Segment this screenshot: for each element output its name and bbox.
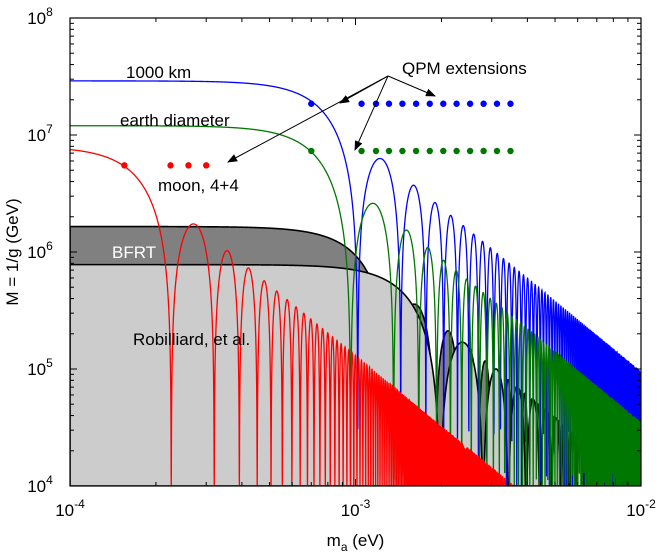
qpm-point (399, 147, 406, 155)
qpm-point (480, 100, 487, 107)
qpm-point (507, 147, 514, 155)
y-tick-label: 104 (27, 473, 53, 496)
qpm-point (121, 162, 128, 169)
qpm-point (385, 147, 393, 155)
qpm-point (493, 147, 501, 155)
series-label: earth diameter (120, 111, 230, 130)
qpm-point (426, 100, 433, 107)
qpm-point (466, 100, 474, 107)
qpm-point (466, 147, 474, 155)
annotation-arrow (387, 75, 436, 97)
x-tick-label: 10-4 (55, 497, 85, 520)
qpm-point (493, 100, 501, 107)
series-line-0 (70, 80, 641, 486)
series-line-1 (70, 125, 641, 486)
y-tick-label: 105 (27, 356, 53, 379)
qpm-point (480, 147, 487, 155)
annotation-qpm: QPM extensions (402, 59, 527, 78)
qpm-point (372, 147, 380, 155)
qpm-point (440, 100, 447, 107)
qpm-point (426, 147, 433, 155)
y-tick-label: 108 (27, 5, 53, 28)
qpm-point (412, 100, 420, 107)
x-tick-label: 10-2 (626, 497, 656, 520)
y-tick-label: 107 (27, 122, 53, 145)
qpm-point (399, 100, 406, 107)
qpm-point (412, 147, 420, 155)
qpm-point (385, 100, 393, 107)
region-label: BFRT (112, 243, 156, 262)
x-tick-label: 10-3 (341, 497, 371, 520)
annotation-arrow (227, 75, 389, 163)
labels: 10-4 10-3 10-2 104 105 106 107 108 ma (eV) M = 1/… (3, 5, 656, 554)
qpm-point (358, 100, 365, 107)
annotation-arrow (354, 75, 389, 151)
axes (69, 17, 642, 487)
plot-area (70, 80, 641, 486)
series-label: moon, 4+4 (158, 176, 239, 195)
x-axis-label: ma (eV) (327, 531, 385, 554)
qpm-point (185, 162, 192, 169)
y-tick-label: 106 (27, 239, 53, 262)
region-label: Robilliard, et al. (133, 330, 250, 349)
qpm-point (453, 100, 460, 107)
series-line-2 (70, 148, 641, 486)
qpm-point (167, 162, 174, 169)
series-label: 1000 km (126, 63, 191, 82)
y-axis-label: M = 1/g (GeV) (3, 198, 22, 305)
qpm-point (453, 147, 460, 155)
qpm-point (308, 147, 315, 155)
qpm-point (358, 147, 365, 155)
qpm-point (507, 100, 514, 107)
qpm-point (440, 147, 447, 155)
qpm-point (308, 100, 315, 107)
qpm-point (203, 162, 210, 169)
